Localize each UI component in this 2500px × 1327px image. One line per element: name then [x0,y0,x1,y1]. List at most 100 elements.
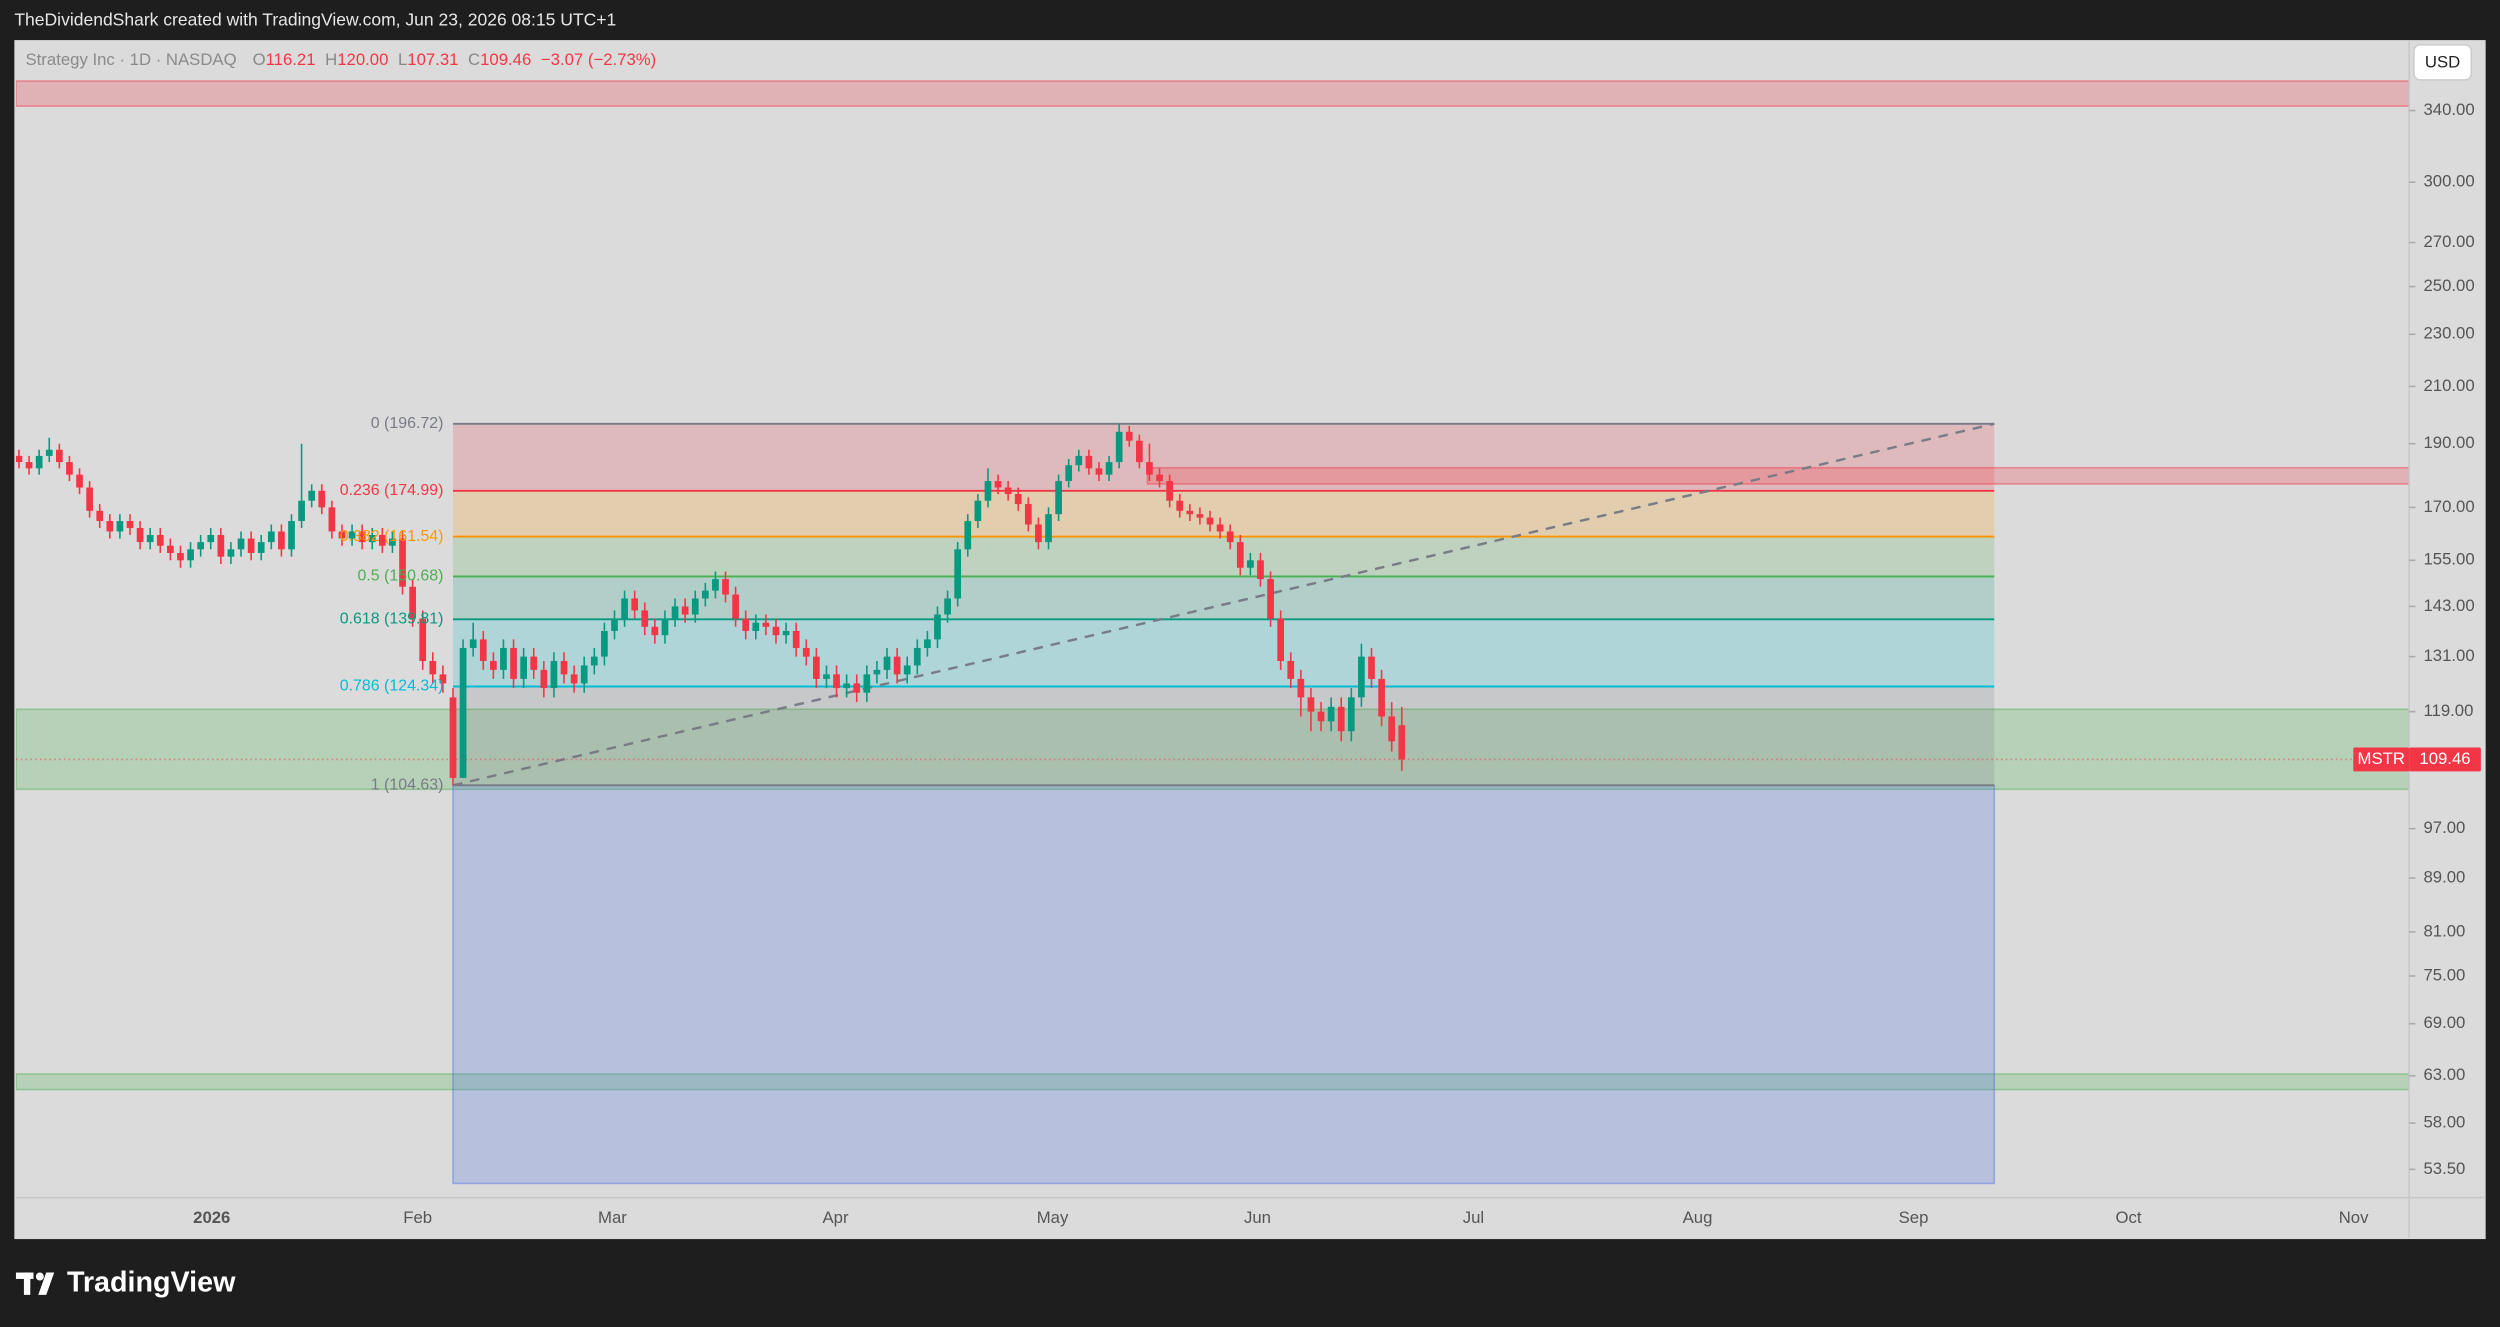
candle-body [1156,474,1163,482]
legend-ohlc-value: 107.31 [407,50,458,69]
legend-ohlc-label: C [468,50,480,69]
candle-body [1287,661,1295,679]
candle-body [560,661,568,675]
logo-dot [35,1272,44,1281]
candle-body [217,535,225,557]
zone [1146,466,2410,485]
candle-body [1206,517,1214,525]
ticker-tag [2353,747,2410,772]
fib-band [452,490,1995,537]
y-tick-label: 210.00 [2423,376,2474,395]
candle-body [1247,560,1254,568]
candle-body [288,521,295,550]
candle-body [479,639,487,662]
candle-body [358,531,366,543]
candle-body [1398,725,1406,760]
candle-body [510,647,517,679]
y-tick-label: 97.00 [2423,818,2465,837]
candle-body [389,538,396,546]
candle-body [177,552,184,561]
candle-body [1236,542,1244,568]
x-tick-label: Jun [1244,1208,1271,1227]
fib-label: 1 (104.63) [371,777,444,794]
x-tick-label: Mar [598,1208,627,1227]
y-tick-label: 119.00 [2423,701,2473,720]
candle-body [45,449,53,456]
candle-body [752,622,760,631]
candle-body [1055,481,1062,515]
candle-body [35,455,43,469]
candle-body [570,674,578,684]
candle-body [207,535,215,543]
candle-body [843,683,850,689]
candle-body [197,542,205,550]
candle-body [1004,487,1012,495]
candle-body [1136,440,1143,463]
chart-layer: 0 (196.72) 0.236 (174.99) 0.382 (161.54) 0.… [15,40,2486,1238]
candle-body [1176,500,1184,511]
candle-body [126,521,134,528]
candle-body [984,481,992,501]
fib-band [452,686,1995,786]
x-tick-label: Aug [1683,1208,1713,1227]
candle-body [964,521,972,550]
candle-body [247,538,255,553]
candle-body [490,661,497,670]
candle-body [167,545,174,553]
candle-body [1257,560,1264,580]
candle-body [540,669,548,689]
y-tick-label: 75.00 [2423,965,2465,984]
candle-body [913,647,921,666]
candle-body [873,669,881,675]
y-tick-label: 300.00 [2423,172,2474,191]
y-tick-label: 270.00 [2423,232,2474,251]
candle-body [954,549,962,599]
candle-body [621,598,628,619]
candle-body [611,618,618,631]
candle-body [712,579,719,591]
legend-change: −3.07 (−2.73%) [541,50,656,69]
zone [15,708,2410,791]
y-tick-label: 143.00 [2423,596,2474,615]
candle-body [853,683,861,693]
y-tick-label: 170.00 [2423,497,2474,516]
candle-body [368,535,376,543]
candle-body [338,531,346,539]
candle-body [944,598,951,615]
candle-body [813,656,820,679]
candle-body [903,665,911,675]
candle-body [1095,468,1103,475]
candle-body [409,586,416,619]
fib-band [452,576,1995,620]
candle-body [1045,514,1052,543]
zone [15,80,2410,107]
fib-label: 0.618 (139.81) [340,611,444,628]
x-tick-label: Apr [823,1208,849,1227]
candle-body [1327,706,1335,722]
candle-body [308,490,316,501]
legend-ohlc-value: 109.46 [480,50,531,69]
candle-body [1216,524,1224,532]
candle-body [1347,697,1355,732]
y-tick-label: 89.00 [2423,867,2465,886]
candle-body [772,626,780,636]
candle-body [1378,678,1385,717]
candle-body [1368,656,1375,679]
fib-label: 0.786 (124.34) [340,678,444,695]
candle-body [1267,579,1274,619]
brand-logo [15,1272,55,1295]
candle-body [732,594,739,619]
currency: USD [2425,53,2460,72]
candle-body [469,639,477,648]
logo-stem [23,1272,31,1295]
candle-body [661,618,669,636]
candle-body [924,639,931,648]
fib-label: 0 (196.72) [371,415,444,432]
logo-slash [38,1272,55,1295]
candle-body [1146,462,1153,475]
credit: TheDividendShark created with TradingVie… [14,10,616,30]
candle-body [459,647,467,778]
legend-ohlc-label: H [325,50,337,69]
candle-body [701,590,709,599]
legend-symbol: Strategy Inc · 1D · NASDAQ [26,50,237,69]
